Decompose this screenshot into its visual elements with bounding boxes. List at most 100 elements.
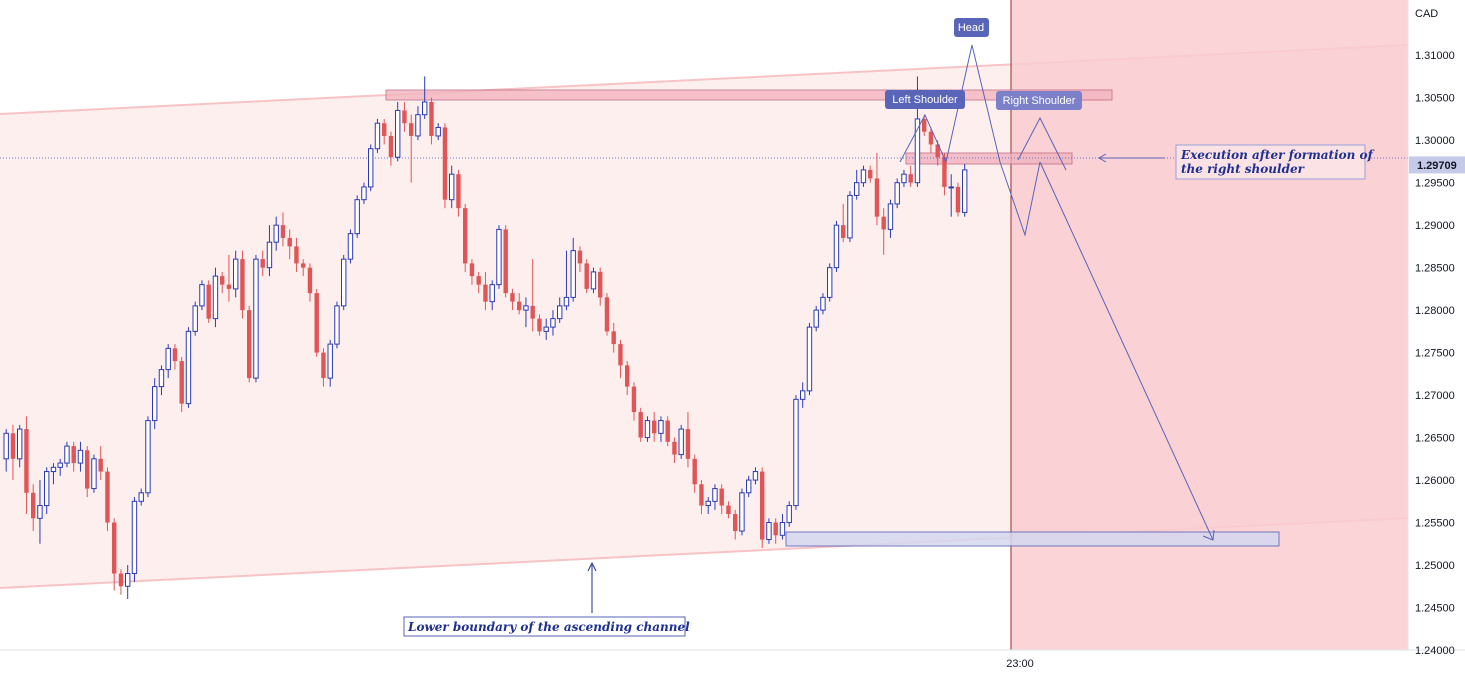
head-shoulders-pattern: [899, 44, 1041, 237]
candle-up: [3, 432, 9, 460]
candle-down: [240, 259, 245, 311]
price-tick: 1.25500: [1415, 518, 1455, 530]
candle-up: [233, 258, 239, 290]
price-tick: 1.30500: [1415, 93, 1455, 105]
candle-up: [962, 169, 968, 213]
candle-up: [901, 173, 907, 184]
candle-up: [395, 109, 401, 158]
candle-up: [847, 194, 853, 239]
candle-down: [456, 174, 461, 209]
candle-down: [314, 293, 319, 353]
candle-up: [914, 118, 921, 184]
candle-up: [678, 428, 684, 456]
projection-line: [1039, 161, 1214, 541]
candle-up: [341, 258, 347, 307]
candle-down: [517, 301, 522, 311]
candle-up: [165, 347, 171, 371]
candle-up: [523, 305, 529, 311]
candle-up: [449, 173, 455, 201]
candle-down: [260, 259, 265, 268]
price-tick: 1.29500: [1415, 178, 1455, 190]
candle-down: [618, 344, 623, 366]
candle-down: [955, 186, 961, 213]
candle-up: [496, 228, 502, 286]
candle-up: [334, 305, 340, 345]
candle-down: [685, 429, 691, 459]
candle-up: [827, 267, 833, 298]
candle-up: [37, 505, 43, 519]
candle-up: [800, 390, 806, 400]
candle-up: [152, 386, 158, 422]
candle-up: [125, 573, 131, 587]
candle-up: [273, 224, 279, 243]
last-price-badge: 1.29709: [1409, 156, 1465, 174]
candle-up: [77, 449, 84, 464]
svg-text:Head: Head: [958, 22, 984, 34]
candle-down: [24, 429, 29, 493]
candle-down: [287, 237, 292, 247]
candle-up: [489, 284, 495, 303]
candle-down: [112, 522, 117, 574]
price-tick: 1.27500: [1415, 348, 1455, 360]
candle-up: [833, 224, 840, 269]
candle-down: [881, 216, 886, 230]
svg-text:1.29709: 1.29709: [1417, 160, 1457, 172]
candle-up: [17, 428, 23, 460]
candle-up: [590, 271, 597, 290]
svg-text:Right Shoulder: Right Shoulder: [1003, 95, 1076, 107]
candle-down: [179, 361, 184, 404]
candle-up: [361, 186, 367, 201]
candle-up: [860, 169, 867, 184]
candle-down: [85, 450, 90, 489]
candle-down: [469, 263, 475, 277]
candle-up: [91, 458, 97, 490]
right-shoulder-tag: Right Shoulder: [996, 91, 1082, 110]
candle-down: [71, 446, 76, 464]
candle-down: [10, 433, 16, 459]
candle-up: [948, 186, 954, 189]
candle-up: [192, 305, 198, 332]
candle-up: [705, 500, 711, 507]
candle-down: [942, 157, 947, 187]
candle-down: [280, 225, 286, 238]
candle-up: [766, 522, 772, 541]
candle-down: [672, 441, 677, 455]
candle-up: [354, 199, 360, 235]
currency-label: CAD: [1415, 8, 1438, 20]
candle-up: [550, 318, 556, 328]
candle-up: [347, 233, 354, 260]
candle-down: [760, 471, 765, 540]
candle-down: [429, 101, 434, 136]
candle-down: [530, 305, 535, 319]
candle-down: [935, 144, 940, 158]
time-axis-panel: [0, 650, 1408, 678]
candle-up: [422, 101, 428, 116]
price-tick: 1.27000: [1415, 390, 1455, 402]
price-tick: 1.24000: [1415, 645, 1455, 657]
candle-up: [712, 488, 718, 502]
candle-up: [266, 241, 273, 269]
candle-down: [874, 178, 880, 217]
candle-up: [368, 148, 374, 188]
candle-up: [793, 398, 799, 507]
candle-up: [752, 471, 759, 481]
svg-text:the right shoulder: the right shoulder: [1181, 162, 1306, 176]
candle-down: [301, 263, 306, 268]
svg-text:Lower boundary of the ascendin: Lower boundary of the ascending channel: [407, 620, 690, 634]
candle-up: [435, 126, 441, 137]
candle-up: [820, 296, 826, 311]
candle-up: [131, 500, 138, 575]
candle-up: [199, 284, 205, 307]
left-shoulder-tag: Left Shoulder: [885, 90, 965, 109]
candle-up: [253, 258, 259, 379]
candle-down: [463, 208, 468, 264]
candle-down: [118, 573, 124, 587]
candle-up: [887, 203, 894, 230]
price-tick: 1.25000: [1415, 560, 1455, 572]
candle-down: [625, 365, 630, 387]
candle-down: [31, 492, 36, 519]
candle-down: [206, 284, 211, 319]
channel-annotation: Lower boundary of the ascending channel: [403, 616, 690, 637]
candle-down: [476, 276, 481, 285]
